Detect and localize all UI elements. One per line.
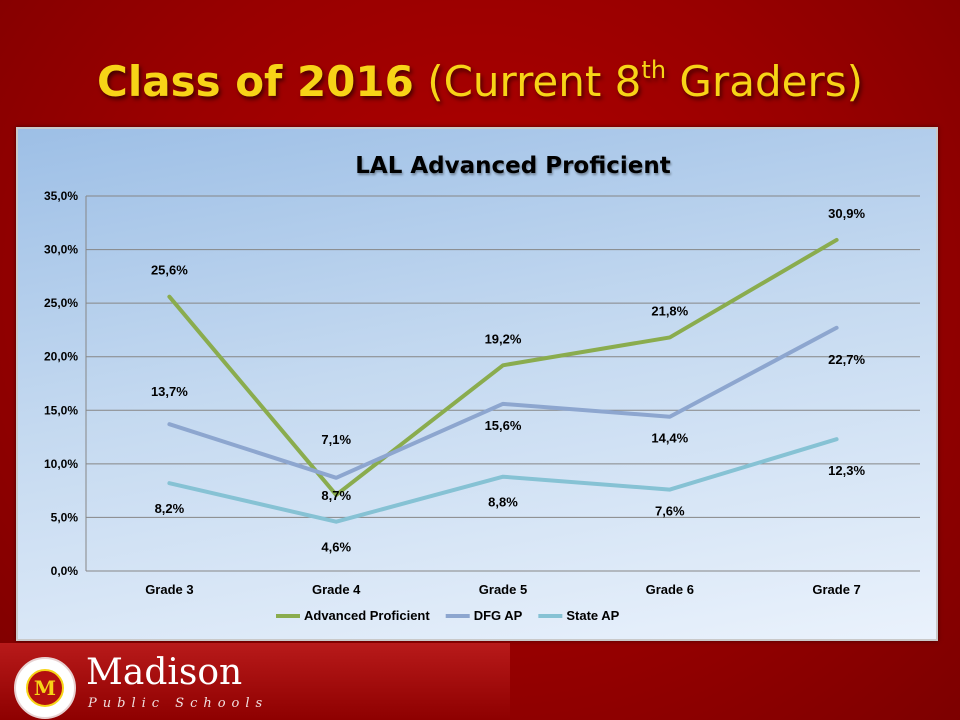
data-label: 13,7% [151, 384, 188, 399]
x-tick-label: Grade 6 [646, 582, 694, 597]
chart-panel: LAL Advanced Proficient 0,0% 5,0% 10,0% 15,0… [16, 127, 938, 641]
y-tick-label: 0,0% [51, 564, 79, 578]
y-tick-label: 20,0% [44, 350, 78, 364]
x-tick-label: Grade 4 [312, 582, 361, 597]
y-tick-label: 10,0% [44, 457, 78, 471]
x-tick-label: Grade 5 [479, 582, 527, 597]
slide-title: Class of 2016 (Current 8th Graders) [0, 58, 960, 103]
data-label: 15,6% [485, 418, 522, 433]
brand-name: Madison [86, 652, 243, 693]
data-label: 30,9% [828, 206, 865, 221]
slide-title-bold: Class of 2016 [97, 57, 414, 106]
seal-letter: M [26, 669, 64, 707]
school-seal-icon: M [14, 657, 76, 719]
slide-title-sup: th [641, 56, 667, 84]
x-tick-label: Grade 7 [812, 582, 860, 597]
data-label: 8,8% [488, 495, 518, 510]
slide-title-end: Graders) [666, 57, 863, 106]
y-tick-label: 15,0% [44, 403, 78, 417]
y-tick-label: 5,0% [51, 510, 79, 524]
y-tick-label: 25,0% [44, 296, 78, 310]
legend-label-1: DFG AP [474, 608, 523, 623]
series-line-0 [167, 237, 839, 497]
data-label: 21,8% [651, 303, 688, 318]
brand-subtitle: Public Schools [88, 696, 269, 711]
data-label: 22,7% [828, 352, 865, 367]
data-label: 25,6% [151, 263, 188, 278]
slide-title-rest: (Current 8 [427, 57, 642, 106]
data-label: 4,6% [321, 540, 351, 555]
data-label: 8,2% [155, 501, 185, 516]
series-line-1 [167, 325, 839, 480]
legend-label-0: Advanced Proficient [304, 608, 430, 623]
data-label: 14,4% [651, 431, 688, 446]
legend-label-2: State AP [566, 608, 619, 623]
chart-title: LAL Advanced Proficient [355, 153, 671, 179]
x-tick-label: Grade 3 [145, 582, 193, 597]
line-chart: LAL Advanced Proficient 0,0% 5,0% 10,0% 15,0… [44, 153, 920, 623]
data-label: 8,7% [321, 488, 351, 503]
y-tick-label: 30,0% [44, 243, 78, 257]
data-label: 7,6% [655, 504, 685, 519]
data-label: 19,2% [485, 331, 522, 346]
logo-bar: M Madison Public Schools [0, 643, 510, 720]
y-tick-label: 35,0% [44, 189, 78, 203]
series-line-2 [167, 437, 839, 524]
data-label: 7,1% [321, 432, 351, 447]
data-label: 12,3% [828, 463, 865, 478]
